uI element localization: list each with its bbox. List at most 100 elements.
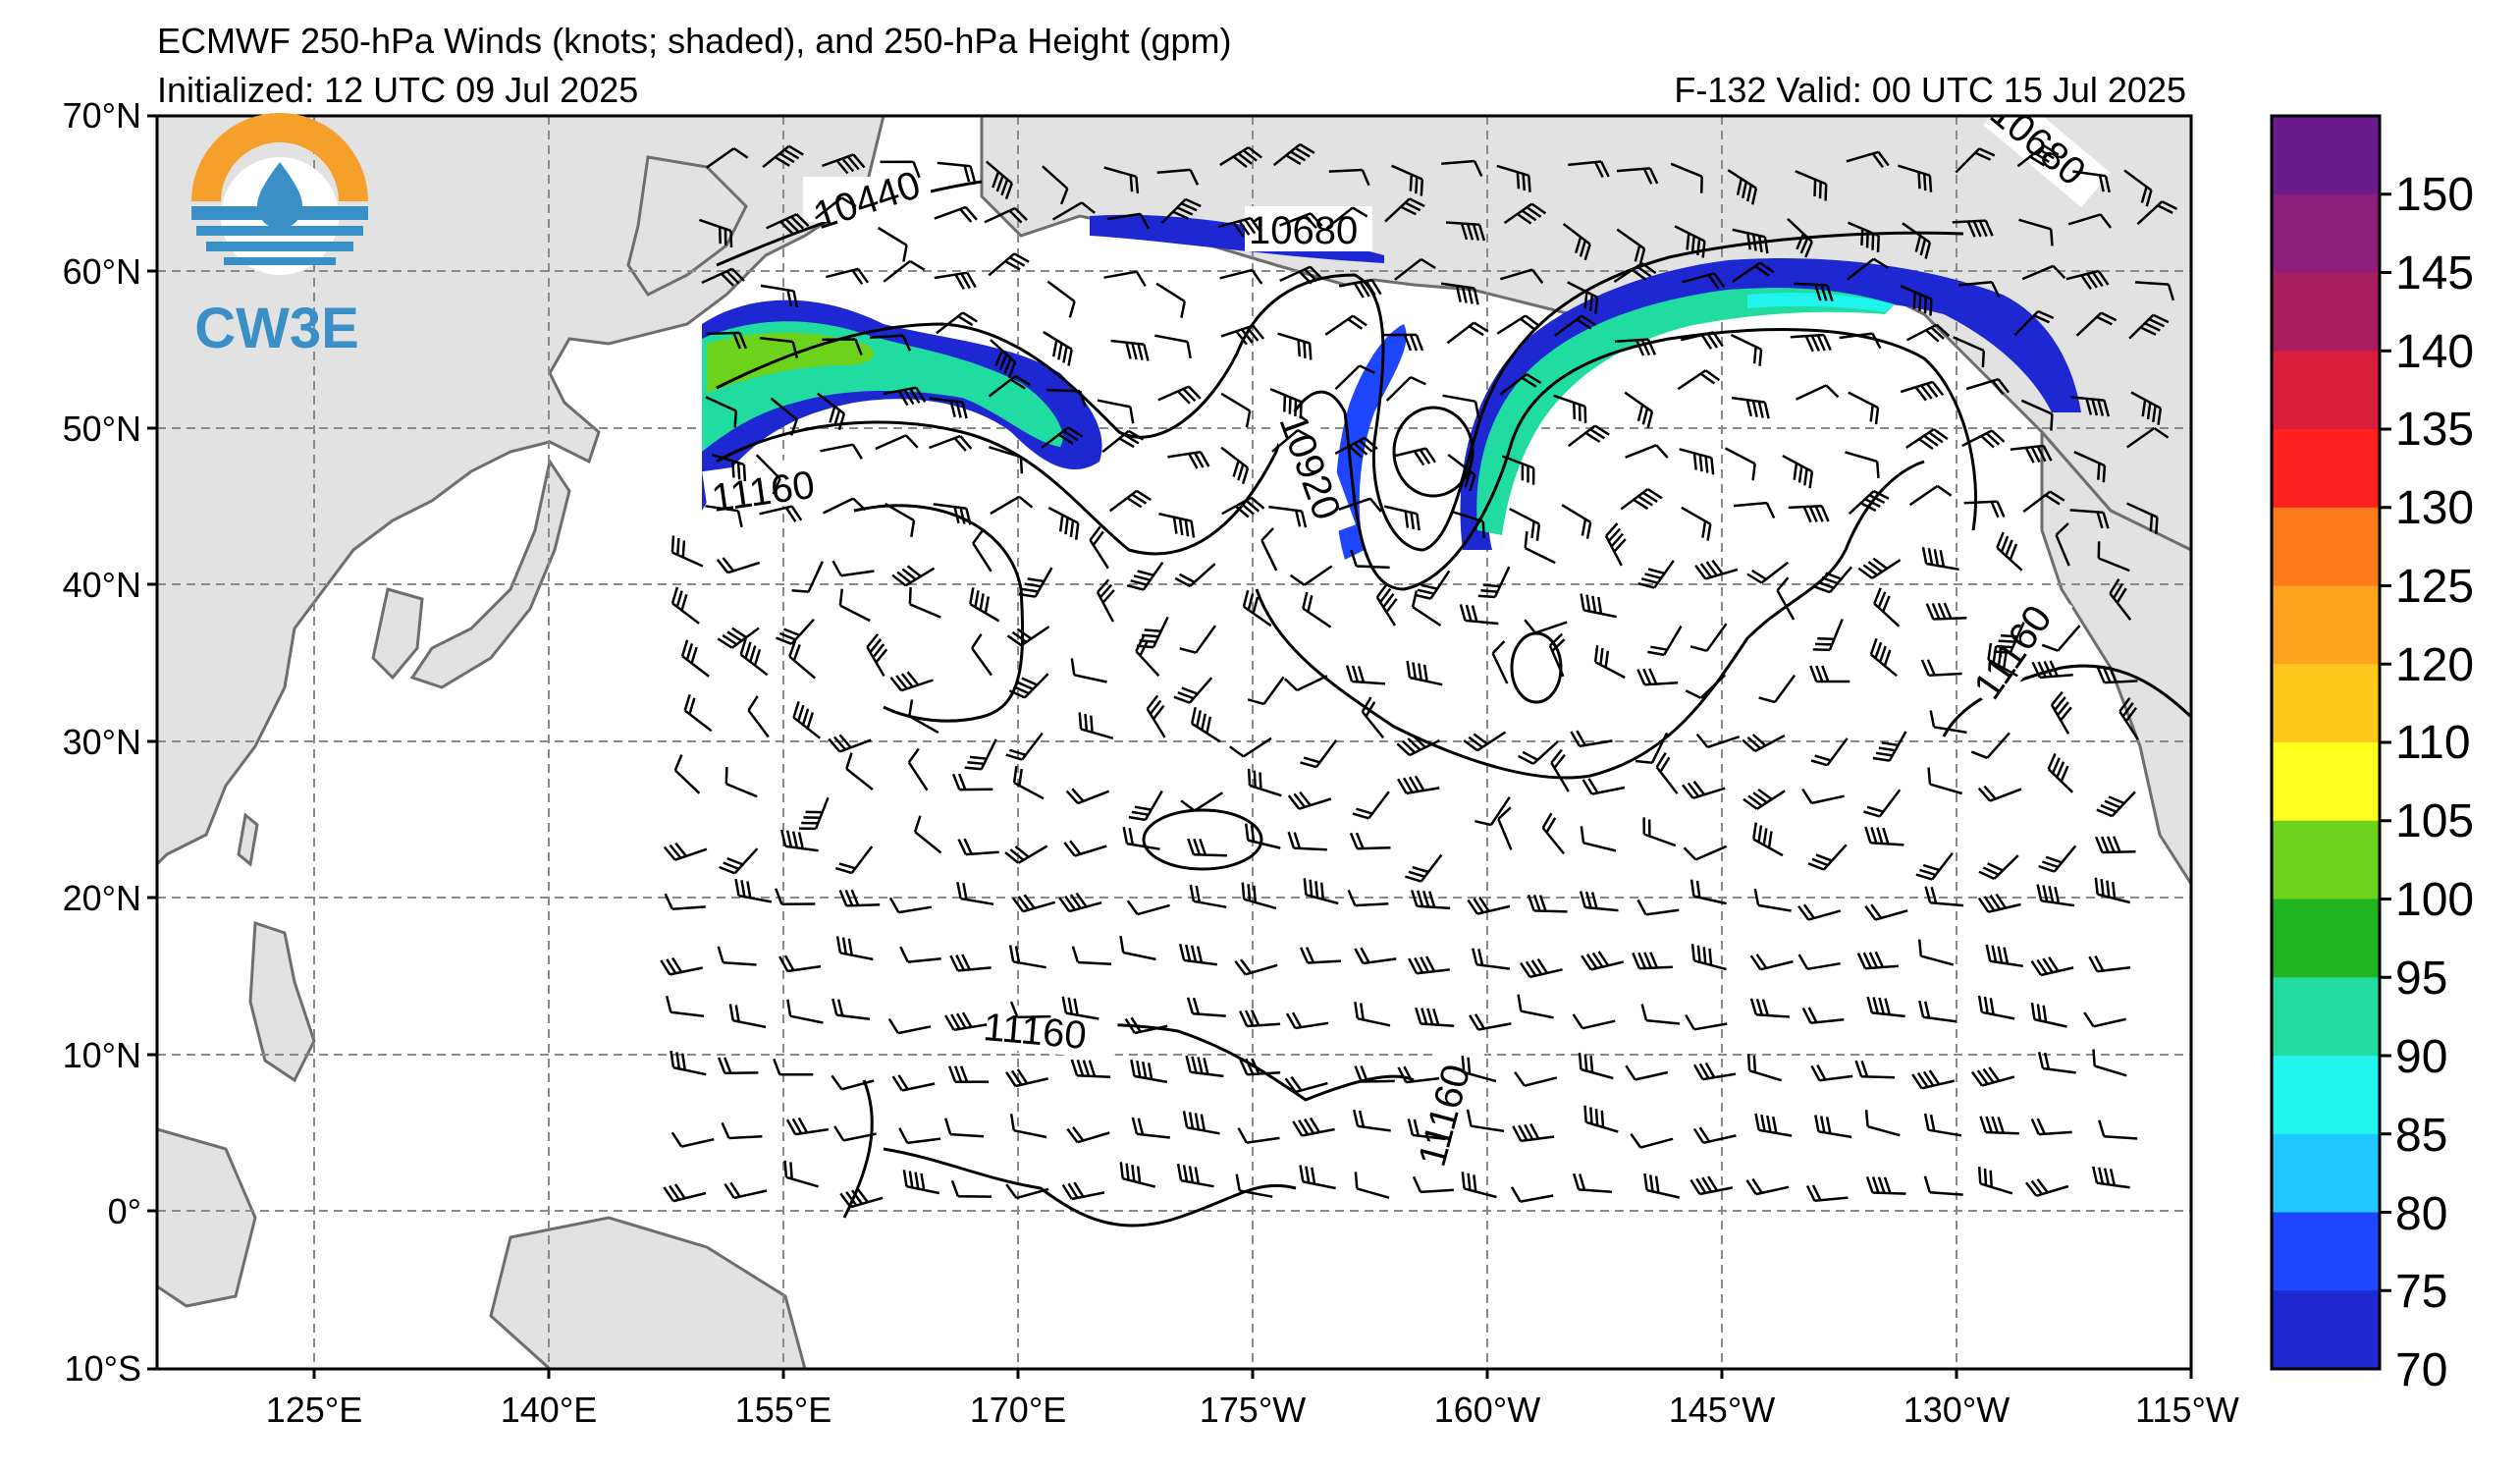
wind-barb <box>1285 1011 1329 1030</box>
wind-barb <box>1553 394 1587 423</box>
wind-barb <box>1952 219 1994 238</box>
wind-barb <box>989 446 1024 474</box>
wind-barb <box>1446 321 1489 345</box>
wind-barb <box>2096 791 2136 818</box>
wind-barb <box>1046 280 1076 318</box>
wind-barb <box>866 633 888 678</box>
wind-barb <box>1856 951 1899 970</box>
wind-barb <box>984 206 1028 224</box>
wind-barb <box>1407 1118 1446 1141</box>
wind-barb <box>1570 730 1613 748</box>
wind-barb <box>1078 712 1114 740</box>
wind-barb <box>1383 505 1421 531</box>
wind-barb <box>1993 621 2025 654</box>
lat-label: 60°N <box>63 251 141 292</box>
wind-barb <box>1632 952 1673 970</box>
wind-barb <box>1524 619 1568 634</box>
logo-sun-arc <box>191 113 368 201</box>
wind-barb <box>1110 339 1150 361</box>
wind-barb <box>1685 674 1727 699</box>
valid-time: F-132 Valid: 00 UTC 15 Jul 2025 <box>1674 70 2186 110</box>
wind-barb <box>670 535 704 568</box>
wind-barb <box>990 339 1017 379</box>
wind-barb <box>1135 635 1160 678</box>
wind-barb <box>739 637 769 677</box>
wind-barb <box>1155 282 1187 318</box>
wind-barb <box>1186 997 1226 1017</box>
wind-barb <box>1354 1002 1391 1027</box>
wind-barb <box>660 956 703 976</box>
wind-barb <box>1238 1009 1281 1028</box>
wind-barb <box>1640 1004 1681 1025</box>
wind-barb <box>1857 557 1902 579</box>
wind-barb <box>1302 591 1332 628</box>
wind-barb <box>964 738 997 771</box>
wind-barb <box>2083 1011 2126 1028</box>
wind-barb <box>1352 791 1390 820</box>
wind-barb <box>1689 1175 1734 1196</box>
wind-barb <box>1375 582 1398 627</box>
colorbar-segment <box>2272 351 2380 430</box>
wind-barb <box>1869 637 1898 678</box>
lon-label: 145°W <box>1669 1390 1775 1430</box>
wind-barb <box>1229 736 1272 758</box>
height-contours <box>716 180 2191 1228</box>
wind-barb <box>1101 429 1145 454</box>
philippines-land <box>248 920 316 1083</box>
wind-barb <box>1005 732 1044 761</box>
wind-barb <box>706 147 749 169</box>
lat-label: 50°N <box>63 409 141 449</box>
wind-barb <box>1469 1013 1512 1031</box>
wind-barb <box>1004 845 1048 864</box>
wind-barb <box>785 1117 829 1136</box>
wind-barb <box>1805 1184 1849 1203</box>
wind-barb <box>1046 388 1087 408</box>
colorbar-label: 135 <box>2395 404 2474 456</box>
wind-barb <box>2097 541 2130 573</box>
west-jet-max <box>707 332 875 393</box>
wind-barb <box>1978 854 2019 881</box>
wind-barb <box>1517 994 1554 1019</box>
colorbar-labels: 150 145 140 135 130 125 120 110 105 100 … <box>2395 169 2474 1396</box>
wind-barb <box>1582 778 1626 795</box>
wind-barb <box>899 946 941 963</box>
wind-barb <box>1477 566 1511 599</box>
contour-small-low <box>1392 406 1474 498</box>
colorbar-label: 120 <box>2395 639 2474 691</box>
wind-barb <box>908 699 939 735</box>
wind-barb <box>1189 884 1227 909</box>
wind-barb <box>1467 896 1511 915</box>
wind-barb <box>1260 527 1278 572</box>
wind-barb <box>2091 1166 2130 1189</box>
wind-barb <box>1499 373 1542 396</box>
wind-barb <box>1459 604 1499 626</box>
wind-barb <box>1749 998 1790 1018</box>
wind-barb <box>1790 333 1832 353</box>
wind-barb <box>913 815 942 854</box>
wind-barb <box>820 443 863 460</box>
wind-barb <box>1562 223 1591 261</box>
wind-barb <box>1157 385 1202 405</box>
lon-label: 140°E <box>501 1390 597 1430</box>
kamchatka-land <box>626 155 748 297</box>
wind-barb <box>825 267 870 286</box>
wind-barb <box>1391 164 1424 196</box>
wind-barb <box>1561 504 1592 539</box>
wind-barb <box>798 796 830 831</box>
wind-barb <box>971 633 993 677</box>
wind-barb <box>1643 1173 1681 1199</box>
wind-barb <box>2094 836 2136 854</box>
colorbar-label: 125 <box>2395 561 2474 613</box>
wind-barb <box>2020 399 2054 431</box>
wind-barb <box>1347 889 1389 907</box>
wind-barb <box>950 1179 992 1198</box>
wind-barb <box>951 773 993 791</box>
wind-barb <box>2038 845 2077 873</box>
wind-barb <box>783 1160 819 1188</box>
wind-barb <box>2125 426 2170 449</box>
wind-barb <box>1070 658 1107 683</box>
wind-barb <box>2130 391 2163 425</box>
wind-barb <box>1414 570 1451 600</box>
wind-barb <box>1848 489 1890 516</box>
wind-barb <box>1677 369 1721 391</box>
